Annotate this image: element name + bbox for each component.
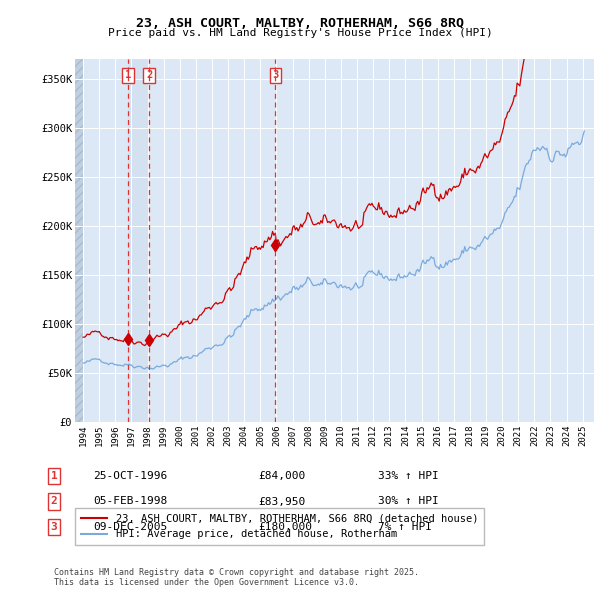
Text: 2: 2 xyxy=(146,70,152,80)
Text: 05-FEB-1998: 05-FEB-1998 xyxy=(93,497,167,506)
Text: 3: 3 xyxy=(272,70,278,80)
Text: £84,000: £84,000 xyxy=(258,471,305,481)
Text: 30% ↑ HPI: 30% ↑ HPI xyxy=(378,497,439,506)
Text: 2: 2 xyxy=(50,497,58,506)
Text: £83,950: £83,950 xyxy=(258,497,305,506)
Text: 25-OCT-1996: 25-OCT-1996 xyxy=(93,471,167,481)
Text: Contains HM Land Registry data © Crown copyright and database right 2025.
This d: Contains HM Land Registry data © Crown c… xyxy=(54,568,419,587)
Bar xyxy=(75,59,83,422)
Text: 7% ↑ HPI: 7% ↑ HPI xyxy=(378,522,432,532)
Text: £180,000: £180,000 xyxy=(258,522,312,532)
Text: 23, ASH COURT, MALTBY, ROTHERHAM, S66 8RQ: 23, ASH COURT, MALTBY, ROTHERHAM, S66 8R… xyxy=(136,17,464,30)
Legend: 23, ASH COURT, MALTBY, ROTHERHAM, S66 8RQ (detached house), HPI: Average price, : 23, ASH COURT, MALTBY, ROTHERHAM, S66 8R… xyxy=(75,508,484,545)
Text: 1: 1 xyxy=(50,471,58,481)
Text: 1: 1 xyxy=(125,70,131,80)
Text: 3: 3 xyxy=(50,522,58,532)
Text: 09-DEC-2005: 09-DEC-2005 xyxy=(93,522,167,532)
Text: Price paid vs. HM Land Registry's House Price Index (HPI): Price paid vs. HM Land Registry's House … xyxy=(107,28,493,38)
Bar xyxy=(75,59,83,422)
Text: 33% ↑ HPI: 33% ↑ HPI xyxy=(378,471,439,481)
Bar xyxy=(128,59,149,422)
